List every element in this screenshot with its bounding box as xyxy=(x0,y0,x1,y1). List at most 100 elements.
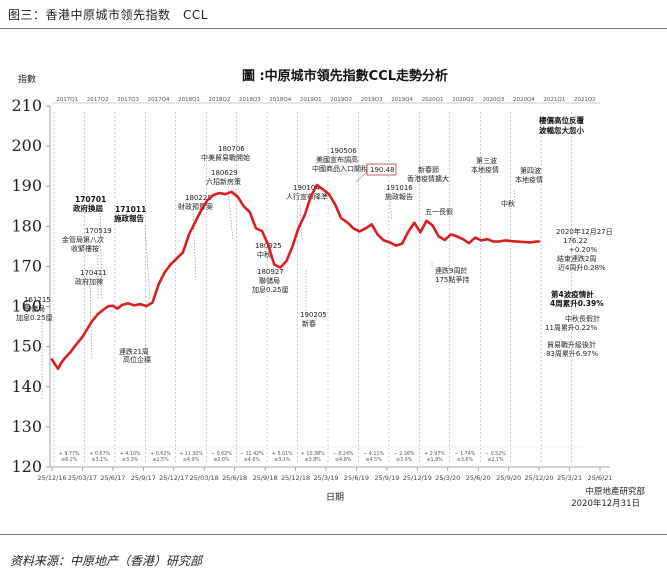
annotation-label: 第4波疫情計 xyxy=(551,289,594,299)
y-tick-label: 190 xyxy=(11,176,42,195)
annotation-label: 190205 xyxy=(300,311,327,319)
annotation-label: 190104 xyxy=(293,184,320,192)
quarter-label: 2017Q1 xyxy=(56,97,78,103)
quarter-range-label: ⊘4.5% xyxy=(366,457,383,463)
quarter-label: 2019Q3 xyxy=(361,97,383,103)
quarter-label: 2017Q2 xyxy=(87,97,109,103)
x-tick-label: 25/03/17 xyxy=(68,474,97,482)
annotation-leader xyxy=(389,201,393,221)
quarter-label: 2018Q2 xyxy=(209,97,231,103)
x-tick-label: 25/6/19 xyxy=(344,474,369,482)
y-axis-label: 指數 xyxy=(18,73,36,85)
quarter-range-label: ⊘1.9% xyxy=(426,457,443,463)
annotation-label: 人行宣布降準 xyxy=(286,192,328,201)
footer-date: 2020年12月31日 xyxy=(571,498,640,509)
annotation-label: 聯儲局 xyxy=(259,276,280,285)
annotation-label: 高位企穩 xyxy=(123,355,151,364)
annotation-label: 180629 xyxy=(211,169,238,177)
peak-box xyxy=(366,163,397,176)
quarter-change-label: + 0.67% xyxy=(89,451,110,457)
annotation-label: 加息0.25厘 xyxy=(252,285,289,294)
annotation-label: 加息0.25厘 xyxy=(16,313,53,322)
quarter-label: 2021Q2 xyxy=(574,97,596,103)
quarter-change-label: − 4.11% xyxy=(363,451,384,457)
annotation-label: 政府換屆 xyxy=(73,203,103,213)
quarter-label: 2018Q4 xyxy=(269,97,291,103)
x-tick-label: 25/12/20 xyxy=(525,474,554,482)
annotation-leader xyxy=(227,189,234,241)
annotation-label: 政府加辣 xyxy=(75,277,103,286)
annotation-label: 176.22 xyxy=(563,237,588,245)
annotation-label: 191016 xyxy=(386,184,413,192)
annotation-label: 金管局第八次 xyxy=(62,235,104,244)
quarter-change-label: − 0.52% xyxy=(485,451,506,457)
y-tick-label: 170 xyxy=(11,256,42,275)
annotation-label: 本地疫情 xyxy=(471,165,499,174)
annotation-label: 中國商品入口關稅 xyxy=(312,164,368,173)
annotation-label: 中秋長假計 xyxy=(565,314,600,323)
quarter-label: 2020Q2 xyxy=(452,97,474,103)
annotation-label: 190.48 xyxy=(370,166,395,174)
annotation-label: 六招新房策 xyxy=(206,177,241,186)
figure-caption: 图三：香港中原城市领先指数 CCL xyxy=(8,8,208,22)
annotation-label: 中秋 xyxy=(257,250,271,259)
x-tick-label: 25/12/19 xyxy=(403,474,432,482)
annotation-label: +0.20% xyxy=(569,246,597,254)
annotation-label: 近4周升0.28% xyxy=(558,263,606,272)
x-tick-label: 25/9/17 xyxy=(131,474,156,482)
annotation-label: 連跌21周 xyxy=(119,347,149,356)
y-tick-label: 130 xyxy=(11,417,42,436)
quarter-range-label: ⊘2.1% xyxy=(487,457,504,463)
y-tick-label: 150 xyxy=(11,337,42,356)
annotation-label: 貿易戰升級後計 xyxy=(547,340,596,349)
quarter-range-label: ⊘3.3% xyxy=(122,457,139,463)
x-tick-label: 25/3/21 xyxy=(557,474,582,482)
quarter-label: 2019Q2 xyxy=(330,97,352,103)
annotation-label: 171011 xyxy=(115,205,146,214)
annotation-label: 第四波 xyxy=(520,166,541,175)
ccl-line-chart: 圖 :中原城市領先指數CCL走勢分析 指數 日期 中原地產研究部 2020年12… xyxy=(11,68,645,509)
x-tick-label: 25/9/20 xyxy=(496,474,521,482)
quarter-change-label: − 11.42% xyxy=(240,451,264,457)
y-tick-label: 120 xyxy=(11,457,42,476)
quarter-change-label: − 8.24% xyxy=(333,451,354,457)
annotation-label: 財政預算案 xyxy=(178,202,213,211)
x-tick-label: 25/9/19 xyxy=(374,474,399,482)
x-tick-label: 25/3/20 xyxy=(435,474,460,482)
annotation-label: 美國宣布調高 xyxy=(316,155,358,164)
annotation-label: 180927 xyxy=(257,268,284,276)
quarter-label: 2018Q3 xyxy=(239,97,261,103)
quarter-change-label: + 4.10% xyxy=(120,451,141,457)
x-tick-label: 25/6/20 xyxy=(466,474,491,482)
annotation-label: 161215 xyxy=(24,296,51,304)
quarter-change-label: + 9.77% xyxy=(59,451,80,457)
annotation-label: 結束連跌2周 xyxy=(557,254,596,263)
x-tick-label: 25/6/17 xyxy=(100,474,125,482)
quarter-range-label: ⊘3.0% xyxy=(396,457,413,463)
x-tick-label: 25/6/21 xyxy=(587,474,612,482)
annotation-leader xyxy=(513,189,516,201)
annotation-label: 收緊樓按 xyxy=(71,244,99,253)
annotation-label: 180228 xyxy=(185,194,212,202)
annotation-label: 180706 xyxy=(218,145,245,153)
quarter-label: 2019Q1 xyxy=(300,97,322,103)
x-tick-label: 25/6/18 xyxy=(222,474,247,482)
quarter-change-label: + 11.30% xyxy=(179,451,203,457)
quarter-change-label: + 2.97% xyxy=(424,451,445,457)
quarter-change-label: − 2.26% xyxy=(394,451,415,457)
y-tick-label: 180 xyxy=(11,216,42,235)
annotation-label: 83周累升6.97% xyxy=(546,349,598,358)
annotation-label: 11周累升0.22% xyxy=(545,323,597,332)
x-tick-label: 25/3/19 xyxy=(313,474,338,482)
caption-divider xyxy=(0,28,667,29)
annotation-label: 190506 xyxy=(330,147,357,155)
quarter-label: 2017Q3 xyxy=(117,97,139,103)
quarter-range-label: ⊘3.1% xyxy=(92,457,109,463)
y-tick-label: 140 xyxy=(11,377,42,396)
annotation-label: 170701 xyxy=(75,195,106,204)
x-tick-label: 25/9/18 xyxy=(253,474,278,482)
quarter-change-label: + 10.38% xyxy=(301,451,325,457)
annotation-label: 中美貿易戰開始 xyxy=(201,153,250,162)
ccl-series-line xyxy=(50,183,541,370)
quarter-label: 2020Q1 xyxy=(422,97,444,103)
